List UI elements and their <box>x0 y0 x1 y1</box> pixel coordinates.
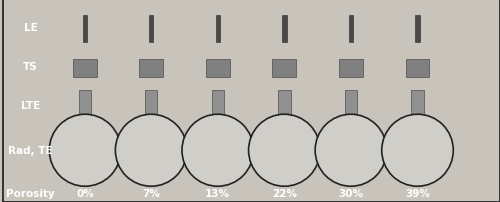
Bar <box>206 60 230 77</box>
Text: Rad, TE: Rad, TE <box>8 145 52 156</box>
Ellipse shape <box>182 115 254 186</box>
Bar <box>139 60 163 77</box>
Bar <box>416 16 420 42</box>
Bar <box>412 90 424 126</box>
Text: 30%: 30% <box>338 188 363 198</box>
Bar <box>145 90 158 126</box>
Text: LE: LE <box>24 23 38 33</box>
Bar <box>406 60 429 77</box>
Bar <box>149 16 154 42</box>
Text: Porosity: Porosity <box>6 188 55 198</box>
Bar <box>79 90 92 126</box>
Text: TS: TS <box>23 62 38 72</box>
Bar <box>216 16 220 42</box>
Ellipse shape <box>116 115 187 186</box>
Bar <box>348 16 353 42</box>
Ellipse shape <box>248 115 320 186</box>
Bar <box>339 60 363 77</box>
Text: LTE: LTE <box>21 100 40 110</box>
Bar <box>212 90 224 126</box>
Text: 13%: 13% <box>205 188 230 198</box>
Text: 39%: 39% <box>405 188 430 198</box>
Ellipse shape <box>315 115 386 186</box>
Bar <box>83 16 87 42</box>
Bar <box>344 90 357 126</box>
Text: 7%: 7% <box>142 188 160 198</box>
Bar <box>73 60 97 77</box>
Ellipse shape <box>50 115 121 186</box>
Ellipse shape <box>382 115 454 186</box>
Text: 22%: 22% <box>272 188 297 198</box>
Bar <box>282 16 286 42</box>
Text: 0%: 0% <box>76 188 94 198</box>
Bar <box>278 90 290 126</box>
Bar <box>272 60 296 77</box>
